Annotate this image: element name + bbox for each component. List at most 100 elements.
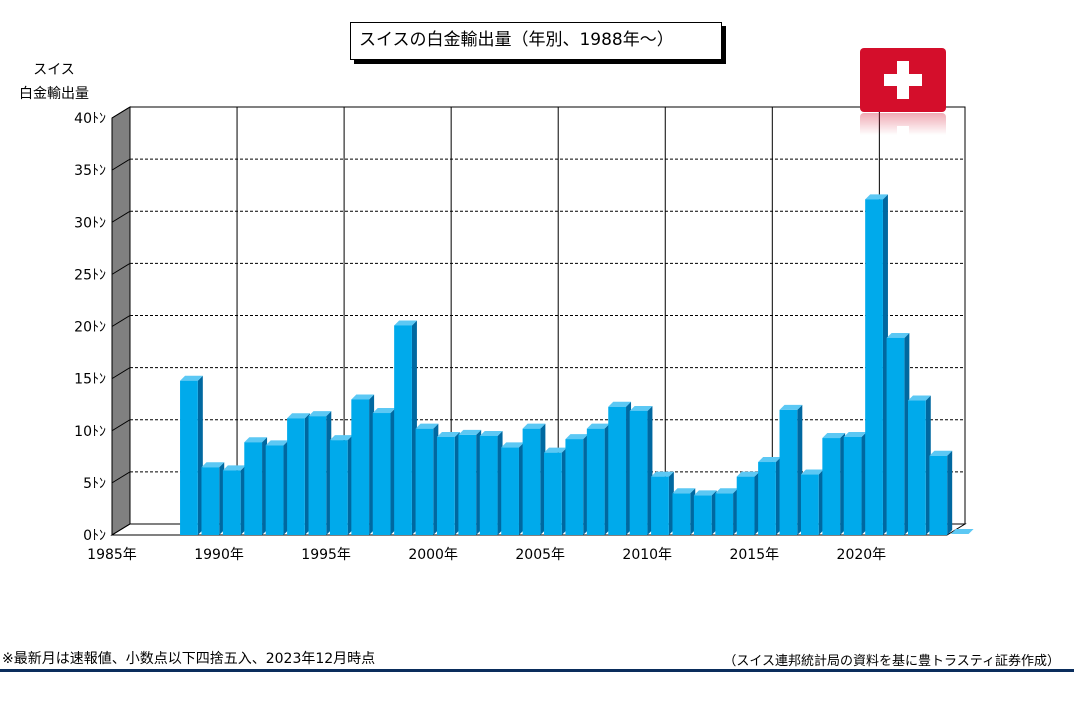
bar-top (565, 434, 589, 440)
x-tick-labels: 1985年 1990年 1995年 2000年 2005年 2010年 2015年 2020年 (87, 547, 886, 563)
bar-1995 (329, 435, 353, 535)
bar-top (415, 423, 439, 429)
bar-2013 (715, 488, 739, 535)
bar-front (565, 439, 584, 535)
bar-top (693, 490, 717, 496)
bar-front (180, 380, 198, 535)
bar-front (608, 406, 627, 535)
bar-front (458, 434, 477, 535)
bar-front (629, 410, 648, 535)
y-axis-label: スイス 白金輸出量 (10, 58, 98, 106)
bar-front (865, 199, 883, 535)
footnote-note: ※最新月は速報値、小数点以下四捨五入、2023年12月時点 (2, 651, 376, 667)
bar-2010 (651, 471, 674, 535)
bar-top (201, 462, 225, 468)
bar-2009 (629, 405, 653, 535)
bar-2002 (479, 430, 503, 535)
bar-2022 (907, 395, 931, 535)
x-tick-label: 1990年 (194, 547, 244, 563)
bar-front (201, 467, 220, 535)
bars (180, 194, 974, 535)
bar-front (907, 400, 926, 535)
bar-front (822, 438, 841, 535)
y-tick-label: 20ﾄﾝ (74, 320, 106, 336)
bar-top (865, 194, 888, 200)
bar-current-partial (950, 529, 974, 534)
bar-2015 (758, 457, 781, 535)
bar-top (800, 469, 824, 475)
bar-top (351, 394, 375, 400)
bar-top (458, 429, 482, 435)
y-tick-label: 30ﾄﾝ (74, 215, 106, 231)
bar-2006 (565, 434, 589, 535)
y-tick-label: 35ﾄﾝ (74, 163, 106, 179)
bar-front (693, 495, 712, 535)
bar-2008 (608, 401, 632, 535)
y-wall-tick (111, 210, 131, 223)
bar-front (736, 476, 755, 535)
bar-2007 (586, 423, 610, 535)
bar-chart: 0ﾄﾝ 5ﾄﾝ 10ﾄﾝ 15ﾄﾝ 20ﾄﾝ 25ﾄﾝ 30ﾄﾝ 35ﾄﾝ 40ﾄﾝ 1985年… (74, 106, 974, 563)
bar-front (394, 325, 412, 535)
bar-front (929, 455, 948, 535)
bar-front (479, 435, 498, 535)
bar-2019 (843, 432, 867, 535)
bar-top (394, 320, 417, 326)
bar-2020 (865, 194, 888, 535)
bar-top (779, 404, 803, 410)
bar-top (372, 408, 396, 414)
bar-front (672, 493, 691, 535)
y-wall-tick (111, 262, 131, 275)
bar-top (672, 488, 696, 494)
bar-front (415, 428, 434, 535)
bar-top (843, 432, 867, 438)
bar-1996 (351, 394, 375, 535)
bar-front (372, 413, 391, 535)
y-tick-label: 15ﾄﾝ (74, 372, 106, 388)
bar-top (180, 375, 203, 381)
bar-top (479, 430, 503, 436)
bar-top (244, 437, 268, 443)
swiss-flag-reflection (860, 113, 946, 135)
bar-side (947, 450, 953, 535)
bar-1988 (180, 375, 203, 535)
y-wall-tick (111, 158, 131, 171)
y-wall-tick (111, 367, 131, 380)
bar-front (308, 416, 327, 535)
x-tick-label: 2015年 (729, 547, 779, 563)
bar-front (843, 437, 862, 535)
bar-front (265, 445, 284, 535)
bar-top (715, 488, 739, 494)
bar-1993 (287, 413, 310, 535)
x-tick-label: 2005年 (515, 547, 565, 563)
bar-top (544, 447, 567, 453)
bar-front (544, 452, 562, 535)
bar-top (308, 411, 332, 417)
bar-top (907, 395, 931, 401)
bar-top (329, 435, 353, 441)
bar-front (351, 399, 370, 535)
bar-front (287, 418, 305, 535)
y-wall-tick (111, 419, 131, 432)
bar-2014 (736, 471, 760, 535)
x-tick-label: 1985年 (87, 547, 137, 563)
bar-1989 (201, 462, 225, 535)
bar-2003 (501, 442, 524, 535)
bar-top (265, 440, 289, 446)
y-wall-tick (111, 315, 131, 327)
bar-1991 (244, 437, 268, 535)
bar-2005 (544, 447, 567, 535)
y-wall-tick (111, 106, 131, 119)
bar-2018 (822, 433, 846, 535)
bar-2021 (886, 332, 910, 535)
bar-2016 (779, 404, 803, 535)
bar-top (522, 423, 546, 429)
x-tick-label: 2020年 (837, 547, 887, 563)
bar-top (736, 471, 760, 477)
bar-1992 (265, 440, 289, 535)
y-tick-label: 5ﾄﾝ (83, 476, 106, 492)
bar-front (586, 428, 605, 535)
bar-front (501, 447, 519, 535)
x-tick-label: 2010年 (622, 547, 672, 563)
bar-1998 (394, 320, 417, 535)
